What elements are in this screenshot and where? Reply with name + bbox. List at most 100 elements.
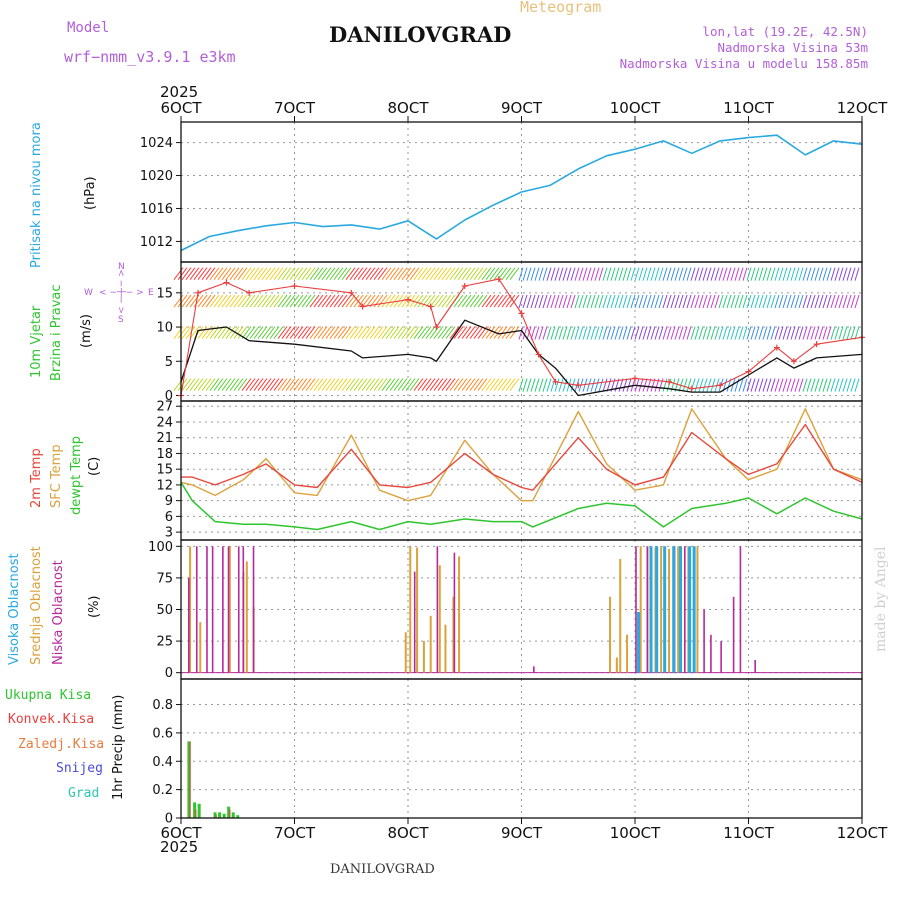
wind-barb	[754, 294, 760, 309]
wind-barb	[698, 267, 704, 281]
wind-barb	[790, 378, 796, 392]
wind-barb	[477, 378, 488, 391]
wind-barb	[365, 267, 376, 280]
wind-barb	[233, 378, 244, 391]
wind-barb	[586, 294, 592, 309]
cloud-high-bar	[637, 612, 641, 673]
wind-barb	[518, 326, 524, 340]
wind-gust-marker	[688, 385, 695, 392]
wind-barb	[822, 294, 828, 309]
wind-barb	[233, 294, 244, 308]
elevation-label: Nadmorska Visina 53m	[717, 40, 868, 55]
wind-barb	[834, 267, 840, 281]
wind-gust-marker	[223, 279, 230, 286]
wind-barb	[850, 267, 856, 281]
cloud-mid-bar	[609, 596, 612, 673]
wind-barb	[493, 378, 504, 391]
wind-barb	[562, 326, 568, 340]
wind-barb	[485, 378, 496, 391]
wind-barb	[674, 326, 680, 340]
wind-barb	[421, 294, 432, 308]
wind-barb	[534, 294, 540, 309]
wind-barb	[241, 326, 252, 339]
wind-barb	[341, 267, 352, 280]
wind-barb	[618, 378, 624, 392]
wind-barb	[257, 267, 268, 280]
x-tick-label-bottom: 11OCT	[723, 824, 774, 842]
wind-barb	[670, 267, 676, 281]
wind-barb	[301, 294, 312, 308]
wind-barb	[417, 378, 428, 391]
wind-barb	[469, 378, 480, 391]
wind-barb	[674, 294, 680, 309]
wind-barb	[221, 267, 232, 280]
wind-barb	[201, 294, 212, 308]
y-tick-label: 15	[156, 286, 173, 301]
wind-barb	[570, 378, 576, 392]
wind-barb	[846, 267, 852, 281]
wind-barb	[313, 294, 324, 308]
wind-barb	[461, 294, 472, 308]
y-tick-label: 1012	[140, 235, 173, 250]
wind-barb	[285, 267, 296, 280]
wind-barb	[357, 378, 368, 391]
wind-barb	[309, 326, 320, 339]
y-tick-label: 3	[165, 526, 173, 541]
wind-barb	[445, 267, 456, 280]
wind-barb	[626, 294, 632, 309]
wind-barb	[638, 378, 644, 392]
wind-barb	[546, 267, 552, 281]
wind-barb	[293, 378, 304, 391]
wind-barb	[666, 378, 672, 392]
wind-barb	[826, 267, 832, 281]
wind-barb	[281, 378, 292, 391]
wind-barb	[217, 267, 228, 280]
wind-barb	[590, 267, 596, 281]
wind-barb	[237, 326, 248, 339]
wind-barb	[397, 267, 408, 280]
wind-barb	[606, 378, 612, 392]
wind-barb	[373, 326, 384, 339]
wind-barb	[345, 294, 356, 308]
wind-barb	[610, 294, 616, 309]
wind-barb	[850, 378, 856, 392]
wind-barb	[381, 294, 392, 308]
wind-barb	[409, 378, 420, 391]
wind-barb	[481, 378, 492, 391]
wind-barb	[638, 267, 644, 281]
wind-barb	[213, 294, 224, 308]
wind-barb	[305, 326, 316, 339]
wind-barb	[630, 267, 636, 281]
wind-barb	[189, 267, 200, 280]
wind-barb	[213, 267, 224, 280]
wind-barb	[838, 267, 844, 281]
wind-gust-marker	[195, 289, 202, 296]
model-label: Model	[67, 20, 110, 36]
wind-barb	[714, 294, 720, 309]
cloud-mid-bar	[189, 546, 192, 673]
wind-barb	[269, 378, 280, 391]
wind-barb	[794, 267, 800, 281]
wind-barb	[770, 294, 776, 309]
wind-barb	[237, 378, 248, 391]
wind-barb	[361, 378, 372, 391]
precip-total-bar	[187, 741, 191, 818]
wind-barb	[465, 294, 476, 308]
wind-barb	[237, 267, 248, 280]
wind-barb	[265, 326, 276, 339]
wind-barb	[782, 294, 788, 309]
wind-barb	[441, 294, 452, 308]
wind-barb	[538, 326, 544, 340]
wind-barb	[397, 326, 408, 339]
wind-barb	[433, 326, 444, 339]
wind-barb	[177, 326, 188, 339]
x-tick-label-bottom: 8OCT	[388, 824, 430, 842]
wind-barb	[702, 326, 708, 340]
x-tick-label-bottom: 7OCT	[274, 824, 316, 842]
wind-barb	[670, 326, 676, 340]
wind-barb	[301, 326, 312, 339]
wind-barb	[814, 326, 820, 340]
wind-barb	[766, 326, 772, 340]
y-tick-label: 0	[165, 812, 173, 827]
wind-barb	[774, 326, 780, 340]
